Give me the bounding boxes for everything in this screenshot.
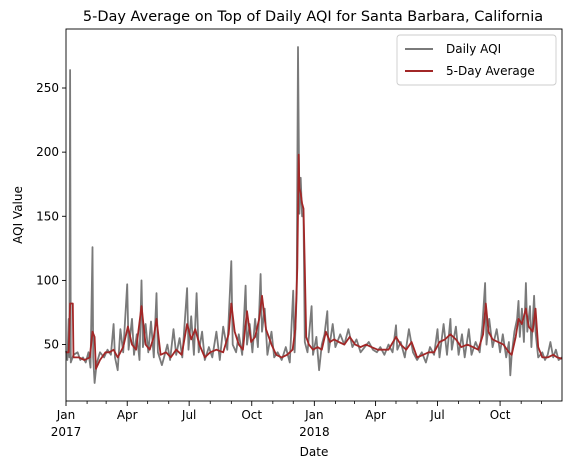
y-tick-label: 150: [36, 209, 59, 223]
x-tick-year-label: 2017: [51, 425, 82, 439]
y-tick-label: 200: [36, 145, 59, 159]
x-tick-label: Jan: [56, 408, 76, 422]
legend-label-daily-aqi: Daily AQI: [446, 42, 501, 56]
legend-frame: [396, 34, 557, 86]
legend: Daily AQI 5-Day Average: [396, 34, 557, 86]
y-axis-ticks: 50 100 150 200 250: [36, 81, 66, 352]
y-axis-label: AQI Value: [11, 186, 25, 244]
chart-title: 5-Day Average on Top of Daily AQI for Sa…: [83, 9, 543, 25]
x-tick-label: Jul: [429, 408, 444, 422]
x-axis-label: Date: [300, 445, 329, 459]
series-line-5-day-average: [66, 153, 563, 370]
legend-label-5-day-average: 5-Day Average: [446, 64, 535, 78]
x-axis-ticks: Jan 2017 Apr Jul Oct Jan 2018 Apr Jul Oct: [51, 401, 542, 439]
x-tick-year-label: 2018: [299, 425, 330, 439]
series-line-daily-aqi: [65, 46, 563, 384]
x-tick-label: Oct: [241, 408, 262, 422]
x-tick-label: Jan: [304, 408, 324, 422]
x-tick-label: Apr: [117, 408, 138, 422]
x-tick-label: Oct: [490, 408, 511, 422]
x-tick-label: Jul: [181, 408, 196, 422]
x-tick-label: Apr: [365, 408, 386, 422]
y-tick-label: 50: [44, 338, 59, 352]
y-tick-label: 100: [36, 273, 59, 287]
series-layer: [65, 46, 563, 384]
y-tick-label: 250: [36, 81, 59, 95]
